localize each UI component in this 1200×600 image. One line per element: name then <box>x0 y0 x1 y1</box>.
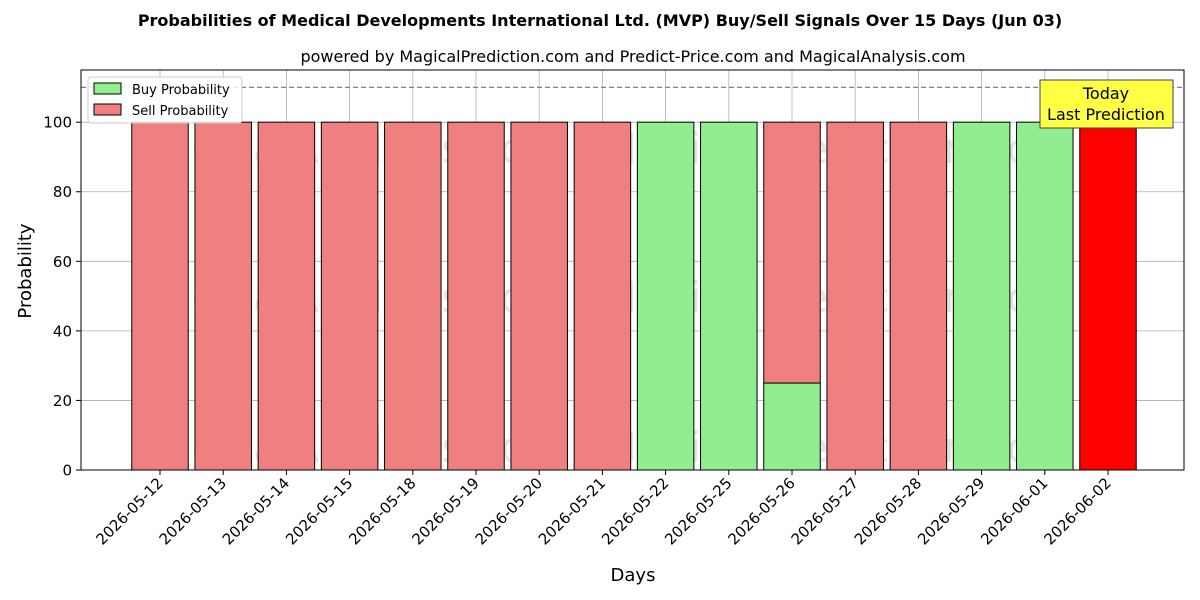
bar-buy <box>636 121 695 471</box>
bar-sell <box>320 121 379 471</box>
x-tick-label: 2026-05-14 <box>219 474 293 548</box>
bar-sell <box>826 121 884 471</box>
legend-label-buy: Buy Probability <box>132 83 230 98</box>
bar-sell <box>573 121 632 471</box>
legend-swatch-buy <box>93 82 122 95</box>
y-tick-label: 20 <box>53 392 72 410</box>
x-tick-label: 2026-05-22 <box>598 474 672 548</box>
y-tick-label: 100 <box>43 114 72 132</box>
chart-title: Probabilities of Medical Developments In… <box>138 11 1062 30</box>
today-annotation: Today Last Prediction <box>1039 79 1174 129</box>
x-tick-label: 2026-06-01 <box>977 474 1051 548</box>
bar-sell-highlight <box>1079 121 1137 471</box>
bar-buy <box>700 121 758 471</box>
legend: Buy Probability Sell Probability <box>87 76 243 124</box>
bar-buy <box>952 121 1011 471</box>
bar-sell <box>131 121 189 471</box>
x-tick-label: 2026-05-25 <box>661 474 735 548</box>
y-axis: 0 20 40 60 80 100 <box>43 114 81 480</box>
y-tick-label: 60 <box>53 253 72 271</box>
x-tick-label: 2026-05-28 <box>851 474 925 548</box>
x-tick-label: 2026-05-21 <box>535 474 609 548</box>
annotation-box <box>1039 79 1174 129</box>
bar-sell <box>763 121 821 384</box>
x-tick-label: 2026-05-19 <box>408 474 482 548</box>
plot-area-frame <box>80 69 1185 471</box>
x-tick-label: 2026-06-02 <box>1040 474 1114 548</box>
annotation-line1: Today <box>1082 84 1129 103</box>
x-tick-label: 2026-05-29 <box>914 474 988 548</box>
bar-sell <box>447 121 505 471</box>
x-axis-label: Days <box>611 565 656 586</box>
annotation-line2: Last Prediction <box>1047 105 1165 124</box>
legend-label-sell: Sell Probability <box>132 104 229 119</box>
x-tick-label: 2026-05-13 <box>156 474 230 548</box>
x-tick-label: 2026-05-15 <box>282 474 356 548</box>
bar-sell <box>194 121 252 471</box>
y-tick-label: 80 <box>53 183 72 201</box>
bar-sell <box>510 121 568 471</box>
bar-sell <box>889 121 948 471</box>
x-axis: 2026-05-122026-05-132026-05-142026-05-15… <box>92 470 1115 548</box>
bar-buy <box>1016 121 1074 471</box>
y-tick-label: 0 <box>62 462 72 480</box>
bar-buy <box>763 382 821 471</box>
y-tick-label: 40 <box>53 322 72 340</box>
x-tick-label: 2026-05-26 <box>724 474 798 548</box>
legend-swatch-sell <box>93 103 122 116</box>
x-tick-label: 2026-05-20 <box>472 474 546 548</box>
bar-sell <box>384 121 442 471</box>
bar-sell <box>257 121 316 471</box>
bars <box>131 121 1137 471</box>
y-axis-label: Probability <box>15 223 36 318</box>
legend-box <box>87 76 243 124</box>
chart-subtitle: powered by MagicalPrediction.com and Pre… <box>300 47 965 66</box>
x-tick-label: 2026-05-12 <box>92 474 166 548</box>
x-tick-label: 2026-05-27 <box>788 474 862 548</box>
x-tick-label: 2026-05-18 <box>345 474 419 548</box>
